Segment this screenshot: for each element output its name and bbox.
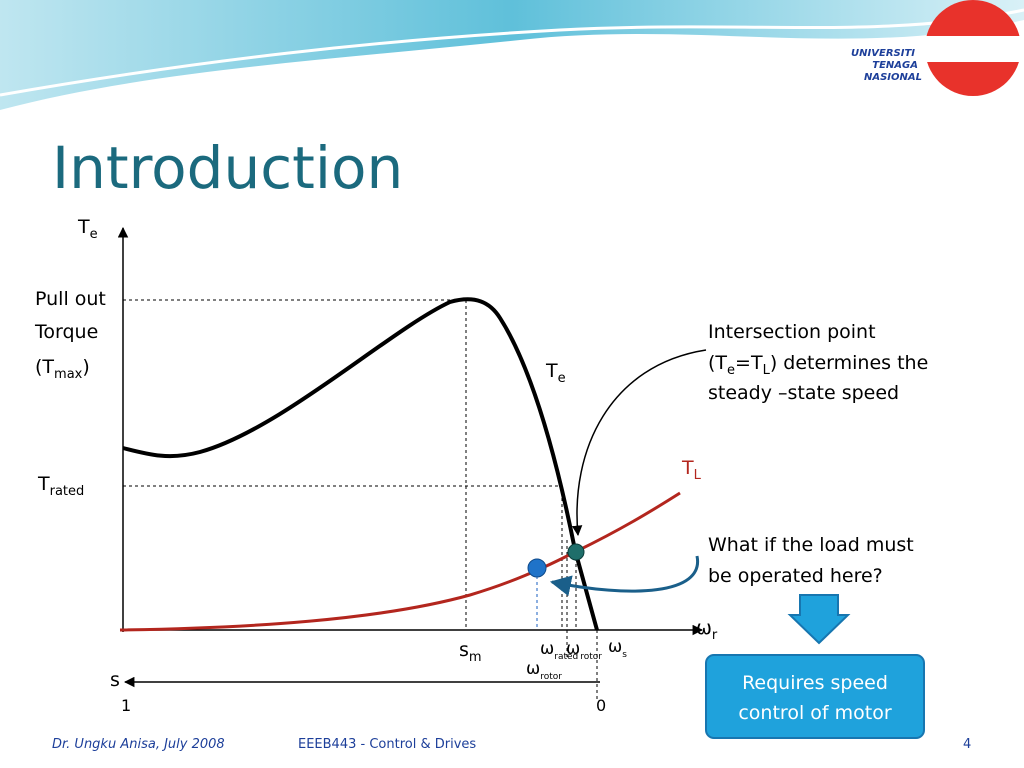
question-line: What if the load must	[708, 534, 914, 556]
down-arrow	[787, 594, 851, 645]
rated-label: Trated	[37, 473, 84, 499]
note-line: (Te=TL) determines the	[708, 352, 928, 378]
logo-line: TENAGA	[872, 60, 918, 71]
labels: Te ωr Pull out Torque (Tmax) Trated Te T…	[34, 216, 928, 724]
torque-curve	[122, 297, 599, 631]
w-rotor-top-label: ωrotor	[566, 639, 602, 662]
footer-author: Dr. Ungku Anisa, July 2008	[52, 737, 225, 752]
s-axis-label: s	[110, 669, 120, 691]
footer-course: EEEB443 - Control & Drives	[298, 737, 476, 752]
ws-label: ωs	[608, 637, 627, 660]
logo-line: NASIONAL	[864, 72, 922, 83]
load-curve	[119, 491, 681, 632]
s-left: 1	[121, 696, 131, 715]
wave-line	[0, 8, 1024, 97]
guides	[123, 299, 598, 700]
desired-point	[527, 558, 547, 578]
pullout-label: (Tmax)	[35, 356, 90, 382]
logo-line: UNIVERSITI	[851, 48, 915, 59]
logo-text: UNIVERSITI TENAGA NASIONAL	[851, 48, 922, 83]
x-axis-label: ωr	[696, 617, 718, 643]
box-line: control of motor	[738, 702, 891, 724]
note-line: steady –state speed	[708, 382, 899, 404]
te-label: Te	[545, 360, 566, 386]
footer: Dr. Ungku Anisa, July 2008 EEEB443 - Con…	[52, 737, 971, 752]
logo-band	[925, 36, 1021, 62]
intersection-point	[567, 543, 585, 561]
y-axis-label: Te	[77, 216, 98, 242]
tl-label: TL	[681, 457, 702, 483]
box-line: Requires speed	[742, 672, 888, 694]
s-right: 0	[596, 696, 606, 715]
w-rated-label: ωrated	[540, 639, 578, 662]
pullout-label: Pull out	[35, 288, 106, 310]
footer-page: 4	[963, 737, 971, 752]
load-arrow	[549, 555, 699, 597]
note-arrow	[571, 349, 707, 537]
callout-box	[705, 654, 925, 739]
pullout-label: Torque	[34, 321, 98, 343]
slide-title: Introduction	[52, 134, 403, 202]
note-line: Intersection point	[708, 321, 876, 343]
sm-label: sm	[459, 639, 482, 665]
w-rotor-label: ωrotor	[526, 659, 562, 682]
question-line: be operated here?	[708, 565, 883, 587]
